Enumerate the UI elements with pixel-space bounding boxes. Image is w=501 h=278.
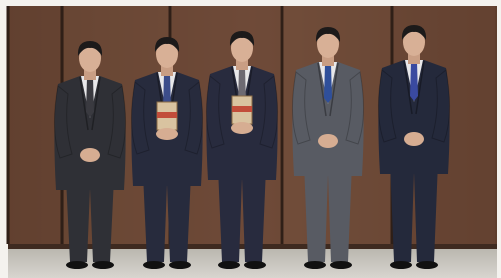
- photo: [0, 0, 501, 278]
- shoe: [66, 261, 88, 269]
- hands: [156, 128, 178, 140]
- hands: [80, 148, 100, 162]
- shoe: [330, 261, 352, 269]
- shoe: [92, 261, 114, 269]
- shoe: [244, 261, 266, 269]
- shoe: [143, 261, 165, 269]
- shoe: [390, 261, 412, 269]
- hands: [318, 134, 338, 148]
- page: (() => { const data = JSON.parse(documen…: [0, 0, 501, 278]
- book-band: [157, 112, 177, 118]
- tie: [324, 64, 332, 103]
- tie: [410, 62, 418, 101]
- shoe: [304, 261, 326, 269]
- shoe: [169, 261, 191, 269]
- tie: [86, 78, 94, 117]
- wood-panel: [10, 6, 60, 244]
- shoe: [218, 261, 240, 269]
- shoe: [416, 261, 438, 269]
- book-band: [232, 106, 252, 112]
- hands: [404, 132, 424, 146]
- hands: [231, 122, 253, 134]
